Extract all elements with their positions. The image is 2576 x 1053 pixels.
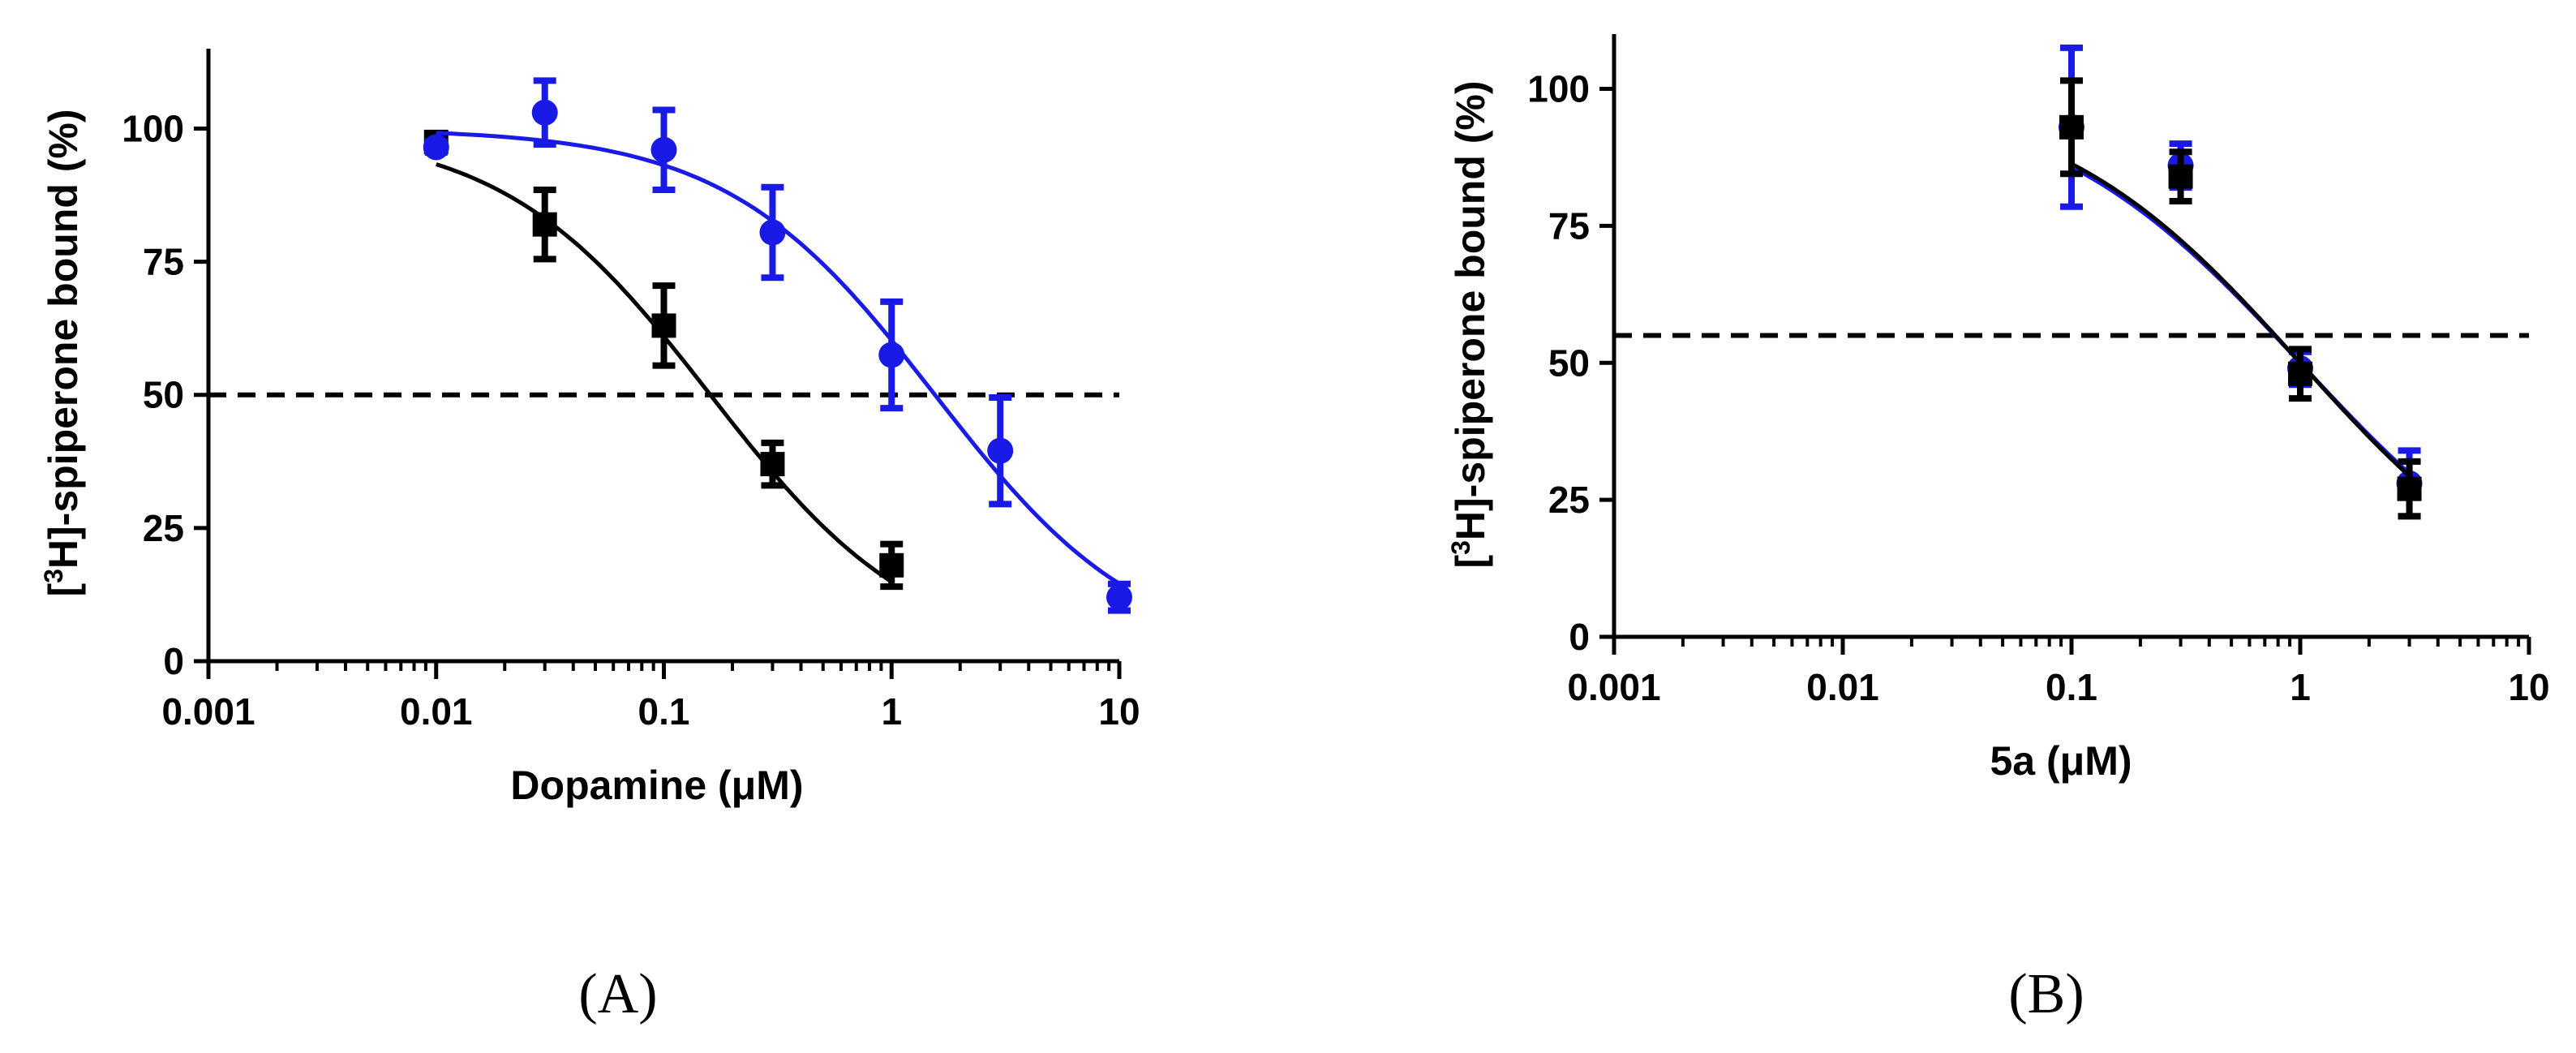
panel-b-plot: 0 25 50 75 100 0.001 0.01 0.1 1 10 [1527, 34, 2550, 708]
panel-b-y-tick-label: 25 [1548, 479, 1590, 521]
panel-b-y-tick-label: 75 [1548, 204, 1590, 247]
panel-b-x-tick-label: 0.1 [2046, 666, 2097, 708]
panel-b: 0 25 50 75 100 0.001 0.01 0.1 1 10 [3H]-spiperone… [1446, 34, 2550, 1025]
panel-a-label: (A) [578, 963, 657, 1025]
panel-a-y-tick-label: 100 [122, 107, 184, 149]
panel-a-blue-point [987, 437, 1014, 464]
panel-b-black-fit-curve [2070, 161, 2411, 478]
panel-a-x-tick-label: 10 [1098, 690, 1140, 733]
panel-b-y-tick-label: 0 [1569, 616, 1590, 658]
panel-a-xlabel: Dopamine (μM) [510, 763, 803, 808]
panel-b-x-tick-label: 0.01 [1806, 666, 1879, 708]
panel-a-x-tick-label: 0.01 [400, 690, 473, 733]
panel-b-black-point [2288, 361, 2312, 386]
panel-a-blue-point [759, 219, 786, 246]
panel-a-x-tick-label: 0.1 [638, 690, 690, 733]
panel-a-y-tick-label: 50 [143, 374, 184, 416]
panel-a-y-tick-label: 0 [163, 640, 184, 682]
panel-b-y-tick-label: 50 [1548, 342, 1590, 384]
panel-a-y-tick-label: 75 [143, 241, 184, 283]
panel-b-y-tick-label: 100 [1527, 68, 1590, 110]
panel-b-black-point [2059, 114, 2084, 140]
panel-a-black-point [651, 313, 676, 338]
panel-a-blue-point [1106, 584, 1132, 611]
panel-b-ylabel: [3H]-spiperone bound (%) [1446, 80, 1493, 568]
panel-b-x-tick-label: 1 [2290, 666, 2311, 708]
panel-a-y-tick-label: 25 [143, 507, 184, 549]
panel-a-x-tick-label: 1 [881, 690, 902, 733]
panel-a-blue-point [650, 136, 677, 163]
panel-a-black-point [532, 212, 557, 237]
panel-a-x-tick-label: 0.001 [161, 690, 255, 733]
panel-a-black-point [879, 552, 904, 578]
panel-b-xlabel: 5a (μM) [1990, 738, 2132, 784]
panel-a-plot: 0 25 50 75 100 0.001 0.01 0.1 1 10 [122, 49, 1140, 733]
panel-b-black-point [2397, 476, 2422, 501]
panel-b-black-point [2168, 164, 2193, 189]
panel-a-blue-point [423, 134, 449, 161]
panel-a-black-fit-curve [436, 162, 893, 584]
panel-b-label: (B) [2008, 963, 2084, 1025]
panel-a-ylabel: [3H]-spiperone bound (%) [39, 109, 86, 596]
panel-a: 0 25 50 75 100 0.001 0.01 0.1 1 10 [3H]-spiperone… [39, 49, 1140, 1025]
panel-b-x-tick-label: 0.001 [1567, 666, 1660, 708]
panel-a-blue-point [878, 342, 905, 368]
panel-a-blue-point [531, 99, 558, 126]
panel-b-x-tick-label: 10 [2508, 666, 2549, 708]
panel-a-black-point [760, 452, 785, 477]
panel-a-blue-fit-curve [436, 131, 1121, 586]
